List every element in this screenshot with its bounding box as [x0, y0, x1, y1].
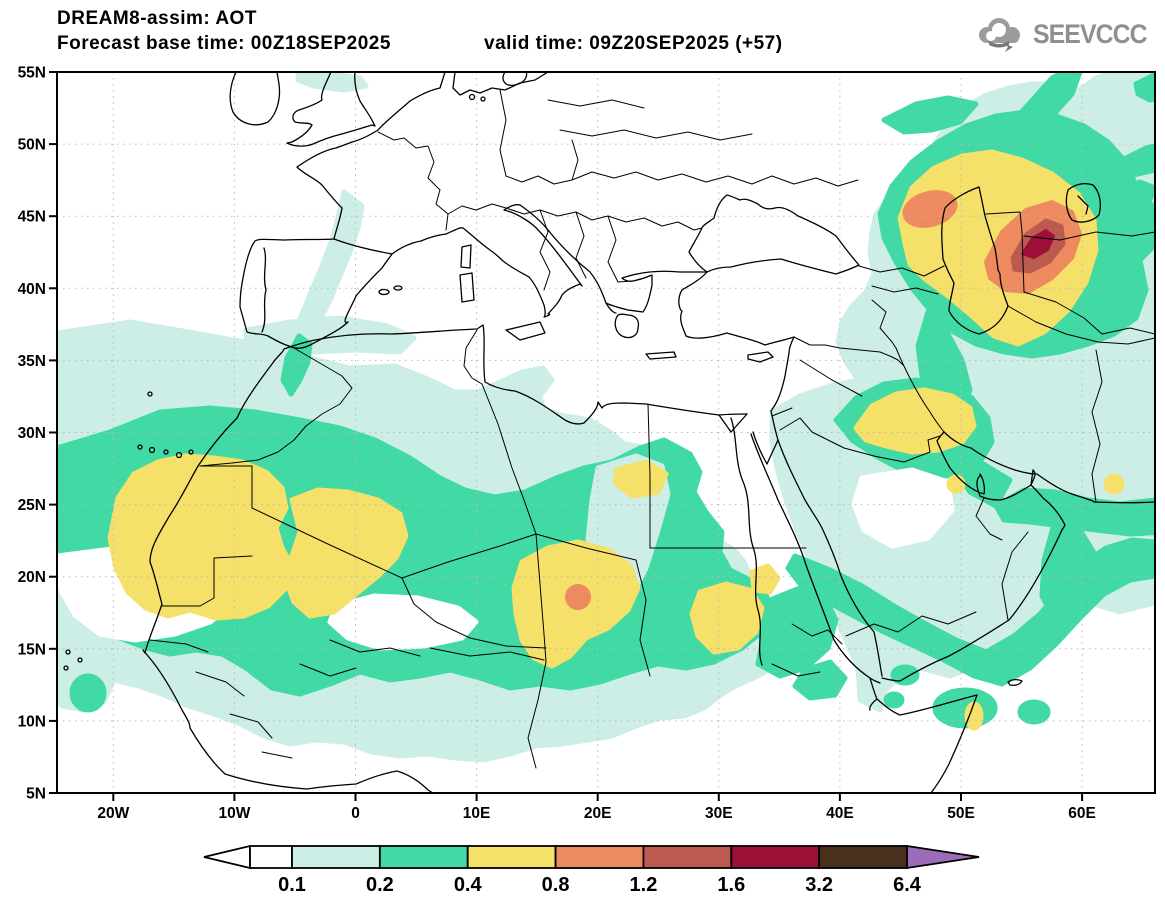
- legend-value-label: 0.2: [366, 874, 394, 896]
- graticule: [57, 72, 1155, 793]
- lon-tick-label: 10E: [463, 805, 491, 822]
- lon-tick-label: 50E: [947, 805, 975, 822]
- legend-box: [466, 845, 557, 869]
- legend-arrow-left: [203, 844, 251, 870]
- aot-level-1.6: [1021, 229, 1055, 259]
- country-borders: [149, 89, 1155, 769]
- legend-value-label: 6.4: [893, 874, 922, 896]
- lon-tick-label: 40E: [826, 805, 854, 822]
- lat-tick-label: 10N: [18, 713, 46, 730]
- axes: 55N 50N 45N 40N 35N 30N 25N 20N 15N 10N 5N 20W 10W 0 1…: [18, 65, 1096, 823]
- lon-tick-label: 60E: [1068, 805, 1096, 822]
- aot-field: [57, 72, 1155, 763]
- logo-text: SEEVCCC: [1033, 18, 1148, 49]
- legend-box: [730, 845, 821, 869]
- lon-tick-label: 20E: [584, 805, 612, 822]
- lat-tick-label: 50N: [18, 137, 46, 154]
- legend-box-below: [249, 845, 293, 869]
- legend-value-label: 0.4: [454, 874, 483, 896]
- lat-tick-label: 5N: [26, 786, 46, 803]
- legend-box: [378, 845, 469, 869]
- lon-tick-label: 30E: [705, 805, 733, 822]
- lon-tick-label: 10W: [218, 805, 250, 822]
- lat-tick-label: 55N: [18, 65, 46, 82]
- legend-value-label: 0.8: [542, 874, 570, 896]
- coastlines: [63, 72, 1155, 793]
- legend-arrow-right: [906, 844, 980, 870]
- seevccc-logo: SEEVCCC: [975, 14, 1157, 54]
- lat-tick-label: 15N: [18, 641, 46, 658]
- legend-value-label: 0.1: [278, 874, 306, 896]
- lat-tick-label: 20N: [18, 569, 46, 586]
- valid-time: valid time: 09Z20SEP2025 (+57): [484, 33, 783, 54]
- lon-tick-label: 20W: [97, 805, 129, 822]
- legend-box: [554, 845, 645, 869]
- lat-tick-label: 45N: [18, 209, 46, 226]
- cloud-icon: [979, 18, 1021, 52]
- page-title: DREAM8-assim: AOT: [57, 8, 257, 29]
- legend-value-label: 1.2: [630, 874, 658, 896]
- legend-box: [642, 845, 733, 869]
- legend-colorbar: 0.1 0.2 0.4 0.8 1.2 1.6 3.2 6.4: [203, 844, 980, 896]
- legend-value-label: 3.2: [805, 874, 833, 896]
- forecast-base-time: Forecast base time: 00Z18SEP2025: [57, 33, 391, 54]
- lon-tick-label: 0: [351, 805, 360, 822]
- legend-box: [291, 845, 381, 869]
- legend-value-label: 1.6: [717, 874, 745, 896]
- lat-tick-label: 35N: [18, 353, 46, 370]
- lat-tick-label: 40N: [18, 281, 46, 298]
- lat-tick-label: 25N: [18, 497, 46, 514]
- legend-box: [818, 845, 908, 869]
- lat-tick-label: 30N: [18, 425, 46, 442]
